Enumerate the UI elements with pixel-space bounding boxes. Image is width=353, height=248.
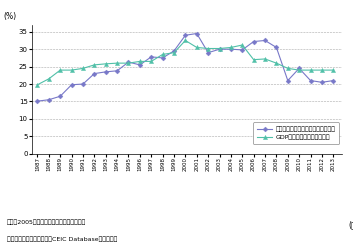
GDPに占める製造業のシェア [206,47,210,50]
製造業に占める電気・電子のシェア [126,61,131,63]
製造業に占める電気・電子のシェア [274,46,279,49]
製造業に占める電気・電子のシェア [47,98,51,101]
製造業に占める電気・電子のシェア [252,40,256,43]
製造業に占める電気・電子のシェア [58,95,62,98]
Text: (%): (%) [4,12,17,21]
GDPに占める製造業のシェア [297,69,301,72]
GDPに占める製造業のシェア [286,67,290,70]
GDPに占める製造業のシェア [58,69,62,72]
GDPに占める製造業のシェア [70,69,74,72]
製造業に占める電気・電子のシェア [138,63,142,66]
製造業に占める電気・電子のシェア [81,83,85,86]
製造業に占める電気・電子のシェア [240,48,244,51]
GDPに占める製造業のシェア [161,53,165,56]
GDPに占める製造業のシェア [183,39,187,42]
製造業に占める電気・電子のシェア [172,49,176,52]
製造業に占める電気・電子のシェア [35,100,40,103]
GDPに占める製造業のシェア [138,60,142,63]
GDPに占める製造業のシェア [172,51,176,54]
GDPに占める製造業のシェア [195,46,199,49]
GDPに占める製造業のシェア [274,62,279,65]
Text: (年): (年) [349,221,353,230]
製造業に占める電気・電子のシェア [70,83,74,86]
製造業に占める電気・電子のシェア [183,34,187,37]
Text: 資料：マレーシア統計局、CEIC Databaseから作成。: 資料：マレーシア統計局、CEIC Databaseから作成。 [7,237,118,243]
Text: 備考：2005年より基準が改定されている。: 備考：2005年より基準が改定されている。 [7,219,86,225]
GDPに占める製造業のシェア [149,60,153,63]
GDPに占める製造業のシェア [47,77,51,80]
製造業に占める電気・電子のシェア [161,57,165,60]
製造業に占める電気・電子のシェア [297,67,301,70]
GDPに占める製造業のシェア [320,69,324,72]
GDPに占める製造業のシェア [309,69,313,72]
製造業に占める電気・電子のシェア [195,32,199,35]
製造業に占める電気・電子のシェア [149,55,153,58]
GDPに占める製造業のシェア [115,62,119,65]
GDPに占める製造業のシェア [217,47,222,50]
GDPに占める製造業のシェア [104,62,108,65]
GDPに占める製造業のシェア [229,46,233,49]
GDPに占める製造業のシェア [35,83,40,86]
製造業に占める電気・電子のシェア [104,70,108,73]
製造業に占める電気・電子のシェア [320,81,324,84]
GDPに占める製造業のシェア [81,67,85,70]
GDPに占める製造業のシェア [240,44,244,47]
製造業に占める電気・電子のシェア [217,48,222,51]
製造業に占める電気・電子のシェア [229,48,233,51]
製造業に占める電気・電子のシェア [263,39,267,42]
Line: GDPに占める製造業のシェア: GDPに占める製造業のシェア [35,38,335,87]
Line: 製造業に占める電気・電子のシェア: 製造業に占める電気・電子のシェア [36,32,335,103]
製造業に占める電気・電子のシェア [115,69,119,72]
GDPに占める製造業のシェア [92,63,96,66]
GDPに占める製造業のシェア [126,62,131,65]
製造業に占める電気・電子のシェア [206,51,210,54]
製造業に占める電気・電子のシェア [286,79,290,82]
Legend: 製造業に占める電気・電子のシェア, GDPに占める製造業のシェア: 製造業に占める電気・電子のシェア, GDPに占める製造業のシェア [253,122,339,144]
製造業に占める電気・電子のシェア [92,72,96,75]
製造業に占める電気・電子のシェア [331,79,335,82]
GDPに占める製造業のシェア [263,58,267,61]
製造業に占める電気・電子のシェア [309,79,313,82]
GDPに占める製造業のシェア [331,69,335,72]
GDPに占める製造業のシェア [252,58,256,61]
